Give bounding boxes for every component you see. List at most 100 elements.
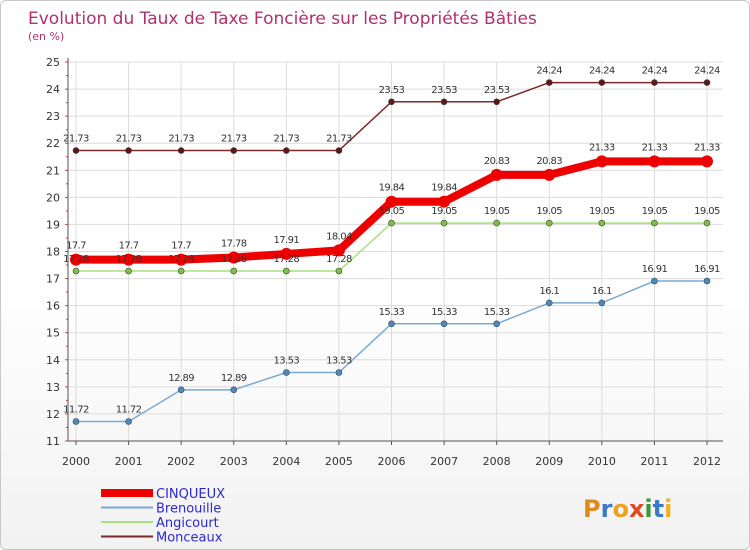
x-tick-label: 2004 bbox=[272, 455, 300, 468]
y-tick-label: 13 bbox=[46, 381, 60, 394]
grid bbox=[68, 61, 723, 441]
data-point-cinqueux bbox=[385, 195, 398, 208]
data-label-monceaux: 21.73 bbox=[274, 134, 300, 145]
data-point-angicourt bbox=[230, 267, 238, 275]
data-label-brenouille: 15.33 bbox=[431, 307, 457, 318]
data-point-angicourt bbox=[177, 267, 185, 275]
x-tick-label: 2003 bbox=[220, 455, 248, 468]
data-point-angicourt bbox=[703, 219, 711, 227]
logo-letter: r bbox=[601, 495, 613, 523]
logo-letter: i bbox=[664, 495, 672, 523]
data-point-brenouille bbox=[651, 277, 658, 285]
data-point-cinqueux bbox=[280, 247, 293, 260]
data-label-cinqueux: 21.33 bbox=[642, 142, 668, 153]
x-tick-label: 2001 bbox=[115, 455, 143, 468]
data-point-monceaux bbox=[230, 147, 238, 154]
y-tick-label: 16 bbox=[46, 300, 60, 313]
data-labels: 21.73 21.73 21.73 21.73 21.73 21.73 23.53 23.53… bbox=[63, 66, 720, 416]
data-point-brenouille bbox=[125, 418, 132, 425]
data-point-cinqueux bbox=[438, 195, 451, 208]
data-label-angicourt: 17.28 bbox=[168, 254, 194, 265]
data-point-angicourt bbox=[651, 219, 658, 227]
data-label-monceaux: 24.24 bbox=[642, 66, 668, 77]
data-point-angicourt bbox=[72, 267, 80, 275]
x-tick-label: 2008 bbox=[483, 455, 511, 468]
data-point-brenouille bbox=[177, 386, 185, 394]
data-point-monceaux bbox=[177, 147, 185, 154]
data-point-cinqueux bbox=[595, 155, 608, 168]
legend-label-angicourt: Angicourt bbox=[156, 516, 219, 531]
data-label-brenouille: 16.1 bbox=[539, 286, 559, 297]
data-label-brenouille: 16.91 bbox=[642, 264, 668, 275]
data-label-cinqueux: 17.7 bbox=[119, 241, 139, 252]
y-tick-label: 19 bbox=[46, 218, 60, 231]
data-point-cinqueux bbox=[332, 244, 345, 257]
x-tick-label: 2007 bbox=[430, 455, 458, 468]
data-label-brenouille: 15.33 bbox=[379, 307, 405, 318]
data-point-cinqueux bbox=[490, 168, 503, 181]
data-label-angicourt: 19.05 bbox=[379, 206, 405, 217]
data-point-monceaux bbox=[283, 147, 290, 154]
chart-title: Evolution du Taux de Taxe Foncière sur l… bbox=[28, 9, 537, 29]
logo-letter: o bbox=[612, 495, 629, 523]
data-point-brenouille bbox=[283, 369, 290, 376]
data-label-brenouille: 12.89 bbox=[221, 373, 247, 384]
data-point-cinqueux bbox=[227, 251, 240, 264]
data-point-angicourt bbox=[388, 219, 395, 227]
data-label-brenouille: 16.91 bbox=[694, 264, 720, 275]
y-tick-label: 24 bbox=[46, 83, 60, 96]
data-point-brenouille bbox=[703, 277, 711, 285]
logo-letter: x bbox=[629, 495, 645, 523]
data-label-cinqueux: 19.84 bbox=[431, 183, 457, 194]
logo-letter: t bbox=[653, 495, 664, 523]
data-point-monceaux bbox=[72, 147, 80, 154]
data-point-brenouille bbox=[230, 386, 238, 394]
data-label-monceaux: 24.24 bbox=[694, 66, 720, 77]
data-label-monceaux: 21.73 bbox=[63, 134, 89, 145]
x-tick-label: 2009 bbox=[535, 455, 563, 468]
data-point-angicourt bbox=[335, 267, 343, 275]
data-label-angicourt: 19.05 bbox=[642, 206, 668, 217]
proxiti-logo: Proxiti bbox=[583, 495, 672, 523]
proxiti-logo-text: Proxiti bbox=[583, 495, 672, 523]
x-tick-label: 2005 bbox=[325, 455, 353, 468]
data-label-cinqueux: 21.33 bbox=[694, 142, 720, 153]
x-tick-label: 2006 bbox=[378, 455, 406, 468]
data-point-brenouille bbox=[493, 320, 500, 328]
data-label-cinqueux: 20.83 bbox=[484, 156, 510, 167]
data-label-cinqueux: 17.78 bbox=[221, 238, 247, 249]
x-tick-label: 2012 bbox=[693, 455, 721, 468]
data-label-monceaux: 23.53 bbox=[431, 85, 457, 96]
data-label-cinqueux: 19.84 bbox=[379, 183, 405, 194]
data-label-cinqueux: 18.04 bbox=[326, 231, 352, 242]
data-label-monceaux: 21.73 bbox=[116, 134, 142, 145]
data-label-brenouille: 13.53 bbox=[326, 356, 352, 367]
data-label-monceaux: 24.24 bbox=[536, 66, 562, 77]
data-point-brenouille bbox=[598, 299, 606, 307]
x-tick-label: 2002 bbox=[167, 455, 195, 468]
data-point-monceaux bbox=[440, 98, 448, 106]
y-tick-label: 15 bbox=[46, 327, 60, 340]
data-label-angicourt: 17.28 bbox=[274, 254, 300, 265]
data-label-cinqueux: 17.7 bbox=[66, 241, 86, 252]
data-label-cinqueux: 21.33 bbox=[589, 142, 615, 153]
data-point-cinqueux bbox=[543, 168, 556, 181]
y-tick-label: 21 bbox=[46, 164, 60, 177]
data-point-monceaux bbox=[125, 147, 132, 154]
data-point-cinqueux bbox=[701, 155, 713, 168]
chart-subtitle: (en %) bbox=[28, 30, 64, 43]
data-point-angicourt bbox=[598, 219, 606, 227]
data-label-brenouille: 16.1 bbox=[592, 286, 612, 297]
data-label-monceaux: 23.53 bbox=[379, 85, 405, 96]
axes: 11 12 13 14 15 16 17 18 19 20 21 22 23 24 25 2000 2001 20… bbox=[46, 56, 723, 468]
logo-letter: P bbox=[583, 495, 601, 523]
y-tick-label: 17 bbox=[46, 273, 60, 286]
y-tick-label: 23 bbox=[46, 110, 60, 123]
y-tick-label: 25 bbox=[46, 56, 60, 69]
y-tick-label: 12 bbox=[46, 408, 60, 421]
data-label-monceaux: 21.73 bbox=[221, 134, 247, 145]
y-tick-label: 11 bbox=[46, 435, 60, 448]
